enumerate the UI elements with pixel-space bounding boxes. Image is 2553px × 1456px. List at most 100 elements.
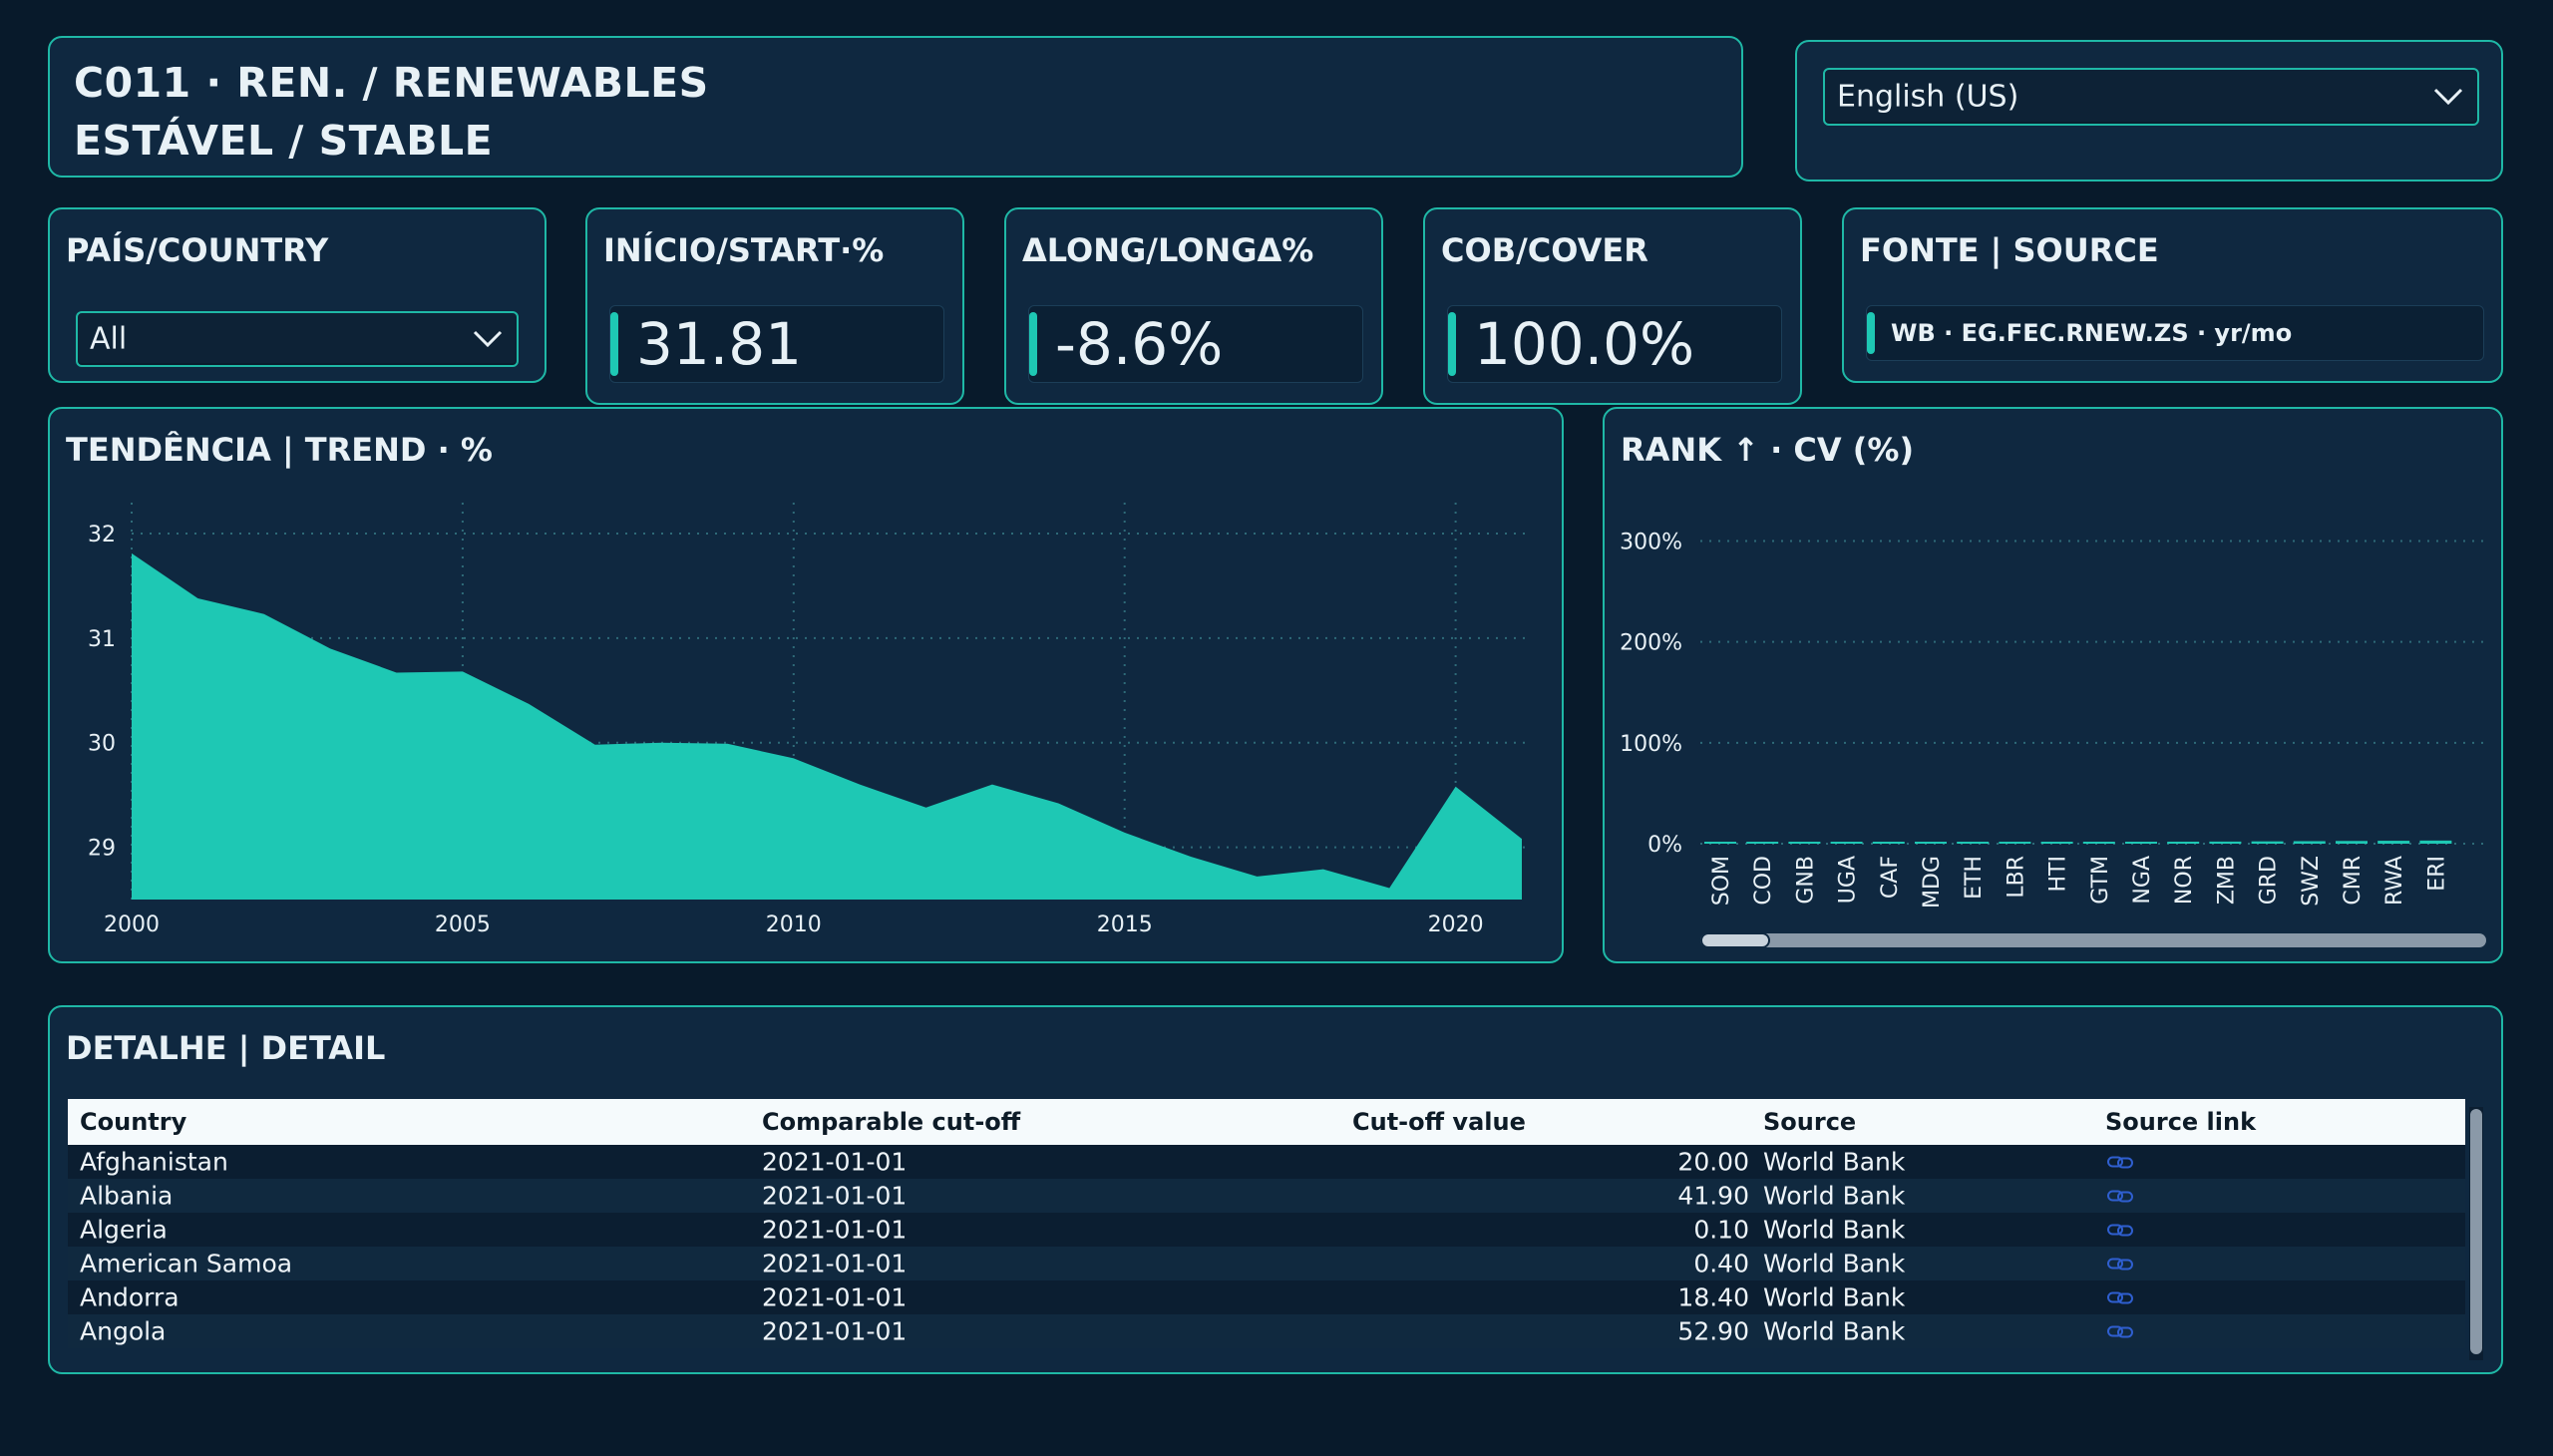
cell-source: World Bank: [1763, 1282, 1906, 1312]
cell-cutoff: 2021-01-01: [762, 1181, 908, 1211]
y-tick-label: 29: [88, 837, 116, 862]
x-tick-label: 2020: [1428, 912, 1484, 937]
link-icon[interactable]: [2107, 1216, 2133, 1245]
column-header-cutoff[interactable]: Comparable cut-off: [762, 1108, 1021, 1136]
link-icon[interactable]: [2107, 1317, 2133, 1346]
column-header-value[interactable]: Cut-off value: [1352, 1108, 1526, 1136]
cell-country: Algeria: [80, 1215, 168, 1245]
cell-country: Afghanistan: [80, 1147, 228, 1177]
link-icon[interactable]: [2107, 1283, 2133, 1312]
kpi-accent-bar: [1448, 312, 1456, 376]
x-tick-label: COD: [1751, 856, 1776, 906]
y-tick-label: 300%: [1620, 530, 1682, 554]
country-selected: All: [90, 321, 128, 357]
x-tick-label: LBR: [2004, 856, 2028, 899]
vertical-scrollbar[interactable]: [2469, 1107, 2483, 1360]
cell-source: World Bank: [1763, 1181, 1906, 1211]
cell-cutoff: 2021-01-01: [762, 1282, 908, 1312]
y-tick-label: 32: [88, 523, 116, 547]
kpi-delta-card: ΔLONG/LONGΔ% -8.6%: [1004, 207, 1383, 405]
kpi-cover-card: COB/COVER 100.0%: [1423, 207, 1802, 405]
x-tick-label: 2000: [104, 912, 160, 937]
cell-country: American Samoa: [80, 1249, 293, 1278]
source-card: FONTE | SOURCE WB · EG.FEC.RNEW.ZS · yr/…: [1842, 207, 2503, 383]
trend-chart-card: TENDÊNCIA | TREND · % 32 31 30 29 2000 2005 20…: [48, 407, 1564, 963]
kpi-accent-bar: [1029, 312, 1037, 376]
x-tick-label: NOR: [2172, 856, 2197, 905]
y-tick-label: 100%: [1620, 732, 1682, 757]
bar-eth: [1957, 842, 1990, 844]
scrollbar-thumb[interactable]: [1700, 932, 1770, 948]
link-icon[interactable]: [2107, 1250, 2133, 1278]
country-filter-label: PAÍS/COUNTRY: [66, 231, 329, 269]
x-tick-label: ETH: [1962, 856, 1987, 900]
trend-chart-title: TENDÊNCIA | TREND · %: [66, 431, 493, 469]
y-tick-label: 0%: [1647, 833, 1682, 858]
kpi-start-label: INÍCIO/START·%: [603, 231, 885, 269]
x-tick-label: 2010: [766, 912, 822, 937]
kpi-start-box: 31.81: [609, 305, 944, 383]
kpi-start-value: 31.81: [636, 310, 803, 378]
table-row[interactable]: American Samoa 2021-01-01 0.40 World Bank: [68, 1247, 2465, 1280]
x-tick-label: GNB: [1793, 856, 1818, 905]
x-tick-label: 2005: [435, 912, 491, 937]
column-header-source[interactable]: Source: [1763, 1108, 1857, 1136]
horizontal-scrollbar[interactable]: [1700, 932, 2486, 948]
detail-card: DETALHE | DETAIL Country Comparable cut-…: [48, 1005, 2503, 1374]
y-tick-label: 31: [88, 627, 116, 652]
x-tick-label: CAF: [1878, 856, 1903, 899]
cell-value: 0.10: [1693, 1215, 1749, 1245]
table-body: Afghanistan 2021-01-01 20.00 World Bank Alba…: [68, 1145, 2465, 1348]
link-icon[interactable]: [2107, 1182, 2133, 1211]
column-header-country[interactable]: Country: [80, 1108, 187, 1136]
table-row[interactable]: Afghanistan 2021-01-01 20.00 World Bank: [68, 1145, 2465, 1179]
language-selected: English (US): [1837, 79, 2019, 115]
x-tick-label: SOM: [1709, 856, 1734, 906]
bar-zmb: [2209, 841, 2242, 844]
detail-title: DETALHE | DETAIL: [66, 1029, 386, 1067]
page-title-line2: ESTÁVEL / STABLE: [74, 117, 494, 165]
kpi-delta-box: -8.6%: [1028, 305, 1363, 383]
x-tick-label: 2015: [1097, 912, 1153, 937]
cell-value: 52.90: [1677, 1316, 1749, 1346]
bar-mdg: [1915, 842, 1947, 844]
country-dropdown[interactable]: All: [76, 311, 519, 367]
trend-area: [132, 552, 1522, 900]
language-card: English (US): [1795, 40, 2503, 182]
chevron-down-icon: [473, 330, 503, 348]
kpi-cover-value: 100.0%: [1474, 310, 1695, 378]
bar-nga: [2125, 842, 2157, 844]
source-value: WB · EG.FEC.RNEW.ZS · yr/mo: [1891, 319, 2293, 347]
x-tick-label: SWZ: [2299, 856, 2324, 907]
cell-source: World Bank: [1763, 1249, 1906, 1278]
bar-som: [1704, 842, 1736, 844]
cell-value: 0.40: [1693, 1249, 1749, 1278]
cell-value: 20.00: [1677, 1147, 1749, 1177]
scrollbar-thumb[interactable]: [2470, 1109, 2482, 1354]
table-row[interactable]: Algeria 2021-01-01 0.10 World Bank: [68, 1213, 2465, 1247]
bar-grd: [2251, 841, 2284, 844]
rank-chart-title: RANK ↑ · CV (%): [1621, 431, 1915, 469]
x-tick-label: HTI: [2046, 856, 2071, 892]
bar-caf: [1872, 842, 1905, 844]
rank-chart-card: RANK ↑ · CV (%) 300% 200% 100% 0% SOM COD GNB U…: [1603, 407, 2503, 963]
rank-chart: 300% 200% 100% 0% SOM COD GNB UGA CAF MDG ETH LBR HT…: [1620, 530, 2486, 909]
y-tick-label: 30: [88, 732, 116, 757]
bar-gnb: [1788, 842, 1821, 844]
language-dropdown[interactable]: English (US): [1823, 68, 2479, 126]
table-row[interactable]: Angola 2021-01-01 52.90 World Bank: [68, 1314, 2465, 1348]
table-row[interactable]: Albania 2021-01-01 41.90 World Bank: [68, 1179, 2465, 1213]
bar-swz: [2293, 841, 2326, 844]
source-box: WB · EG.FEC.RNEW.ZS · yr/mo: [1866, 305, 2484, 361]
cell-cutoff: 2021-01-01: [762, 1147, 908, 1177]
bar-rwa: [2377, 841, 2410, 844]
link-icon[interactable]: [2107, 1148, 2133, 1177]
column-header-source-link[interactable]: Source link: [2105, 1108, 2257, 1136]
country-filter-card: PAÍS/COUNTRY All: [48, 207, 547, 383]
bar-cod: [1746, 842, 1779, 844]
bar-cmr: [2336, 841, 2368, 844]
source-accent-bar: [1867, 312, 1875, 354]
table-row[interactable]: Andorra 2021-01-01 18.40 World Bank: [68, 1280, 2465, 1314]
x-tick-label: ZMB: [2214, 856, 2239, 905]
cell-source: World Bank: [1763, 1215, 1906, 1245]
